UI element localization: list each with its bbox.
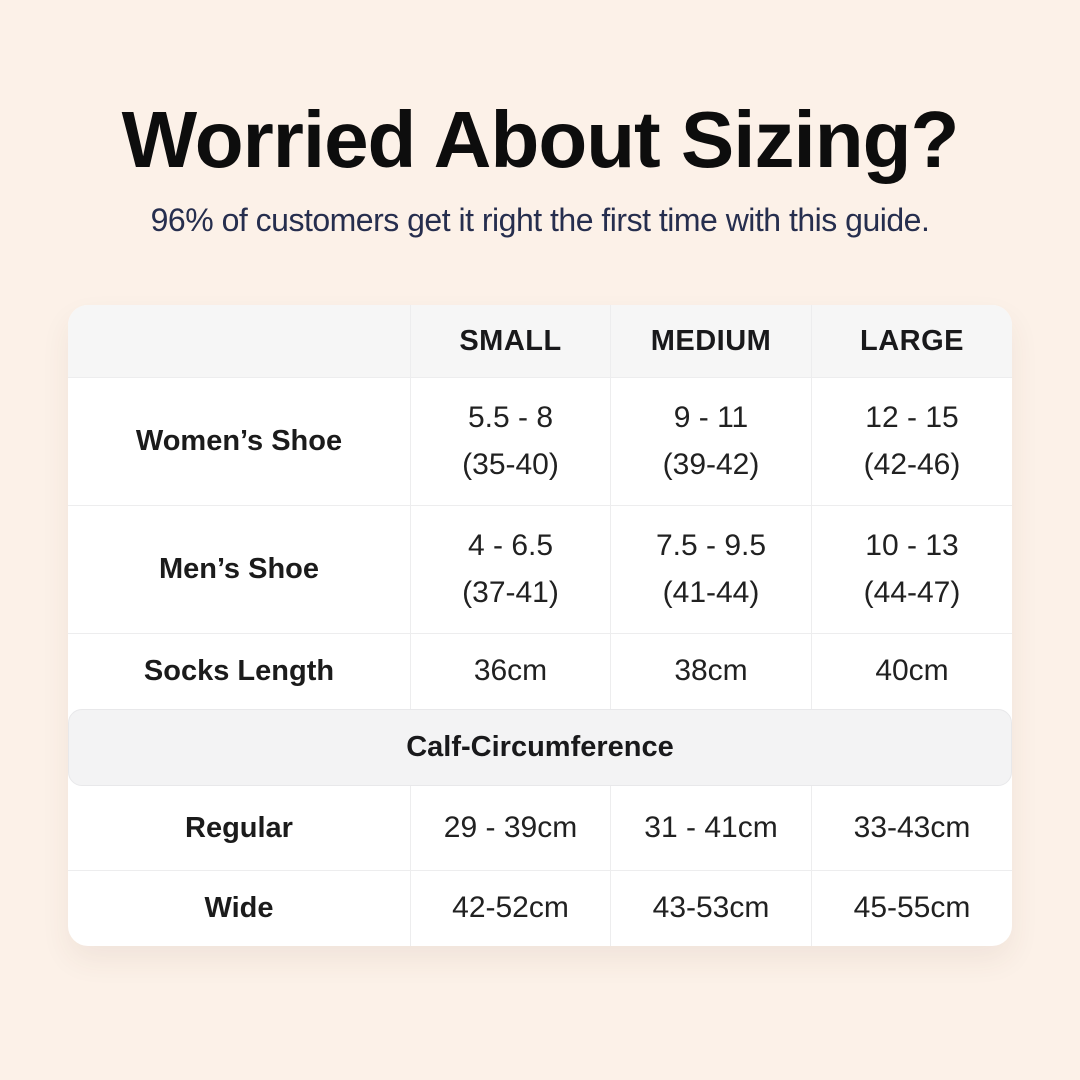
eu-size-value: (41-44) xyxy=(662,575,760,609)
cell-socks-length-large: 40cm xyxy=(811,634,1012,709)
us-size-value: 9 - 11 xyxy=(673,401,749,434)
table-row-regular: Regular 29 - 39cm 31 - 41cm 33-43cm xyxy=(68,786,1012,870)
table-row-socks-length: Socks Length 36cm 38cm 40cm xyxy=(68,633,1012,709)
size-guide-table: SMALL MEDIUM LARGE Women’s Shoe 5.5 - 8 … xyxy=(68,305,1012,946)
cell-mens-shoe-medium: 7.5 - 9.5 (41-44) xyxy=(610,506,811,633)
cell-socks-length-medium: 38cm xyxy=(610,634,811,709)
table-header-row: SMALL MEDIUM LARGE xyxy=(68,305,1012,377)
cell-wide-medium: 43-53cm xyxy=(610,871,811,946)
row-label-regular: Regular xyxy=(185,811,293,844)
cell-mens-shoe-large: 10 - 13 (44-47) xyxy=(811,506,1012,633)
table-row-womens-shoe: Women’s Shoe 5.5 - 8 (35-40) 9 - 11 (39-… xyxy=(68,377,1012,505)
table-row-mens-shoe: Men’s Shoe 4 - 6.5 (37-41) 7.5 - 9.5 (41… xyxy=(68,505,1012,633)
eu-size-value: (42-46) xyxy=(863,447,961,481)
cell-regular-large: 33-43cm xyxy=(811,786,1012,870)
eu-size-value: (37-41) xyxy=(462,575,559,609)
us-size-value: 5.5 - 8 xyxy=(467,401,554,434)
cell-wide-small: 42-52cm xyxy=(410,871,610,946)
cell-socks-length-small: 36cm xyxy=(410,634,610,709)
cell-womens-shoe-large: 12 - 15 (42-46) xyxy=(811,378,1012,505)
eu-size-value: (39-42) xyxy=(662,447,760,481)
cell-regular-medium: 31 - 41cm xyxy=(610,786,811,870)
table-row-wide: Wide 42-52cm 43-53cm 45-55cm xyxy=(68,870,1012,946)
cell-womens-shoe-small: 5.5 - 8 (35-40) xyxy=(410,378,610,505)
cell-mens-shoe-small: 4 - 6.5 (37-41) xyxy=(410,506,610,633)
cell-wide-large: 45-55cm xyxy=(811,871,1012,946)
eu-size-value: (35-40) xyxy=(462,447,559,481)
page-title: Worried About Sizing? xyxy=(121,95,960,184)
us-size-value: 12 - 15 xyxy=(865,401,959,434)
cell-womens-shoe-medium: 9 - 11 (39-42) xyxy=(610,378,811,505)
us-size-value: 7.5 - 9.5 xyxy=(655,529,767,562)
header-corner-cell xyxy=(68,305,410,377)
row-label-womens-shoe: Women’s Shoe xyxy=(135,425,343,457)
page-subtitle: 96% of customers get it right the first … xyxy=(150,202,930,238)
section-header-calf-circumference: Calf-Circumference xyxy=(68,709,1012,786)
eu-size-value: (44-47) xyxy=(863,575,961,609)
table-section-row: Calf-Circumference xyxy=(68,709,1012,786)
column-header-medium: MEDIUM xyxy=(610,305,811,377)
column-header-large: LARGE xyxy=(811,305,1012,377)
us-size-value: 4 - 6.5 xyxy=(467,529,554,562)
cell-regular-small: 29 - 39cm xyxy=(410,786,610,870)
row-label-socks-length: Socks Length xyxy=(143,655,335,687)
column-header-small: SMALL xyxy=(410,305,610,377)
row-label-wide: Wide xyxy=(204,892,274,924)
row-label-mens-shoe: Men’s Shoe xyxy=(158,553,320,585)
us-size-value: 10 - 13 xyxy=(865,529,959,562)
